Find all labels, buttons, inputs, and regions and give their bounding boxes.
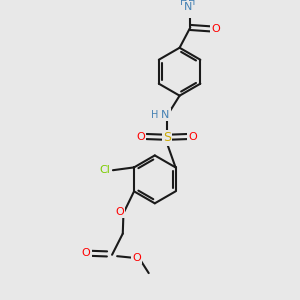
Text: O: O: [136, 131, 146, 142]
Text: O: O: [82, 248, 91, 258]
Text: Cl: Cl: [100, 165, 110, 175]
Text: H: H: [188, 0, 195, 7]
Text: O: O: [132, 253, 141, 262]
Text: N: N: [161, 110, 170, 120]
Text: O: O: [188, 131, 197, 142]
Text: H: H: [152, 110, 159, 120]
Text: S: S: [163, 131, 171, 144]
Text: O: O: [116, 207, 124, 217]
Text: H: H: [180, 0, 188, 7]
Text: O: O: [211, 24, 220, 34]
Text: N: N: [184, 2, 192, 12]
